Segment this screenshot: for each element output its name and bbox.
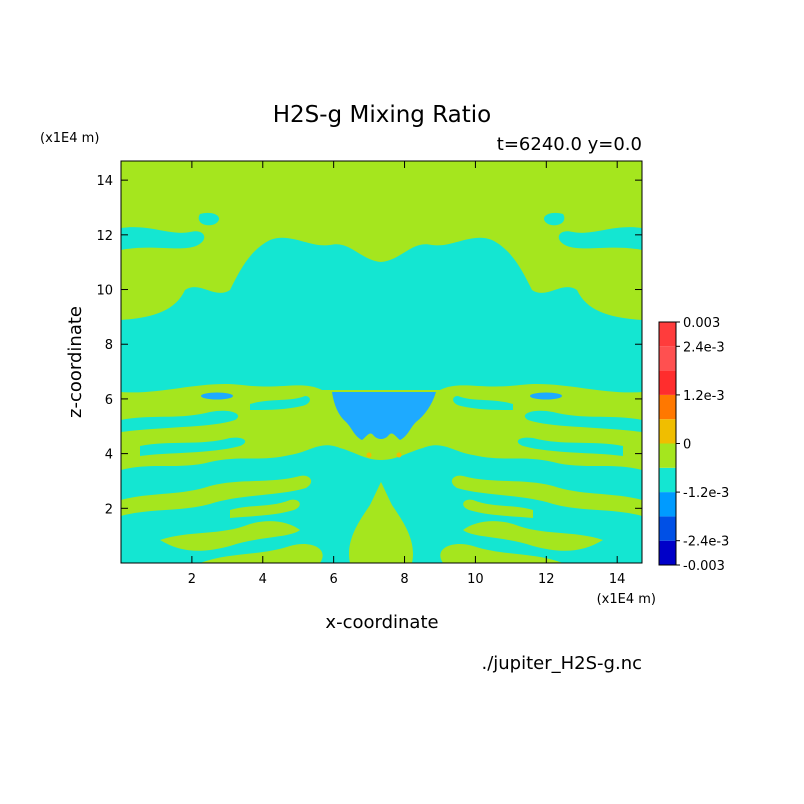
colorbar-tick-label: -1.2e-3 bbox=[683, 486, 729, 501]
colorbar-swatch bbox=[659, 346, 676, 371]
field-positive-stripe bbox=[451, 475, 642, 516]
colorbar-tick-label: 1.2e-3 bbox=[683, 389, 725, 404]
colorbar-tick-label: -0.003 bbox=[683, 559, 725, 574]
colorbar-swatch bbox=[659, 443, 676, 468]
chart-title: H2S-g Mixing Ratio bbox=[273, 102, 492, 128]
field-negative-stripe bbox=[524, 410, 642, 432]
colorbar-swatch bbox=[659, 540, 676, 565]
field-negative-stripe bbox=[140, 437, 246, 456]
field-negative-stripe bbox=[453, 396, 513, 410]
field-positive-stripe bbox=[463, 499, 533, 518]
y-unit-label: (x1E4 m) bbox=[40, 131, 99, 146]
x-tick-label: 12 bbox=[538, 572, 555, 587]
y-tick-label: 6 bbox=[105, 393, 113, 408]
y-tick-label: 12 bbox=[96, 229, 113, 244]
field-positive-stripe bbox=[200, 543, 323, 563]
colorbar-tick-label: 0 bbox=[683, 438, 691, 453]
colorbar-swatch bbox=[659, 516, 676, 541]
colorbar-swatch bbox=[659, 492, 676, 517]
y-tick-label: 2 bbox=[105, 502, 113, 517]
field-negative-core bbox=[530, 392, 562, 400]
field-positive-peak bbox=[366, 452, 372, 458]
colorbar-tick-label: -2.4e-3 bbox=[683, 535, 729, 550]
x-tick-label: 4 bbox=[259, 572, 267, 587]
field-negative-upper bbox=[121, 237, 642, 393]
colorbar-tick-label: 2.4e-3 bbox=[683, 340, 725, 355]
field-positive-stripe bbox=[463, 521, 603, 551]
colorbar-swatch bbox=[659, 467, 676, 493]
field-positive-stripe bbox=[230, 499, 300, 518]
plot-frame bbox=[120, 160, 643, 564]
x-axis: 2 4 6 8 10 12 14 bbox=[188, 161, 626, 587]
chart-subtitle: t=6240.0 y=0.0 bbox=[497, 134, 642, 155]
colorbar-swatch bbox=[659, 322, 676, 347]
y-tick-label: 4 bbox=[105, 448, 113, 463]
y-axis: 2 4 6 8 10 12 14 bbox=[96, 174, 642, 517]
colorbar-swatch bbox=[659, 370, 676, 395]
x-tick-label: 6 bbox=[330, 572, 338, 587]
field-negative-stripe bbox=[121, 410, 239, 432]
x-tick-label: 2 bbox=[188, 572, 196, 587]
field-negative-streak bbox=[198, 212, 220, 226]
colorbar-swatch bbox=[659, 394, 676, 420]
field-positive-peak bbox=[396, 452, 402, 458]
field-negative-stripe bbox=[517, 437, 623, 456]
source-filename: ./jupiter_H2S-g.nc bbox=[481, 653, 642, 674]
x-tick-label: 8 bbox=[400, 572, 408, 587]
x-tick-label: 14 bbox=[609, 572, 626, 587]
field-negative-stripe bbox=[250, 396, 310, 410]
field-negative-streak bbox=[543, 212, 565, 226]
field-negative-core bbox=[201, 392, 233, 400]
field-negative-core bbox=[332, 392, 436, 440]
field-positive-stripe bbox=[160, 521, 300, 551]
y-tick-label: 10 bbox=[96, 284, 113, 299]
y-axis-label: z-coordinate bbox=[65, 306, 86, 418]
colorbar-swatch bbox=[659, 419, 676, 444]
y-tick-label: 14 bbox=[96, 174, 113, 189]
x-tick-label: 10 bbox=[467, 572, 484, 587]
plot-area bbox=[120, 160, 643, 564]
field-positive-column bbox=[349, 482, 413, 563]
x-unit-label: (x1E4 m) bbox=[597, 592, 656, 607]
field-positive-stripe bbox=[440, 543, 563, 563]
field-negative-streak bbox=[121, 227, 205, 250]
field-negative-streak bbox=[558, 227, 642, 250]
field-positive-stripe bbox=[121, 475, 312, 516]
colorbar-tick-label: 0.003 bbox=[683, 316, 720, 331]
colorbar: 0.003 2.4e-3 1.2e-3 0 -1.2e-3 -2.4e-3 -0.003 bbox=[658, 316, 729, 574]
x-axis-label: x-coordinate bbox=[325, 612, 438, 633]
y-tick-label: 8 bbox=[105, 338, 113, 353]
